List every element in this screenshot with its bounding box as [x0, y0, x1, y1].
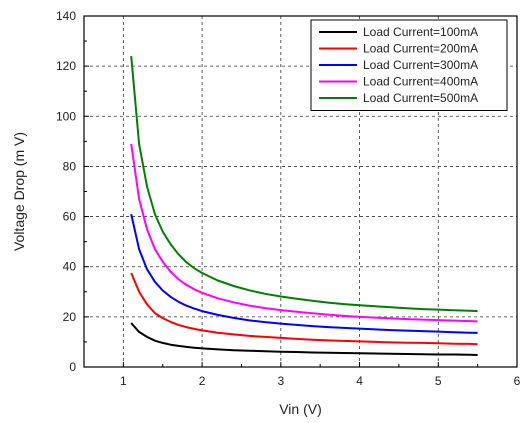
x-tick-label: 2: [199, 374, 206, 388]
legend-label: Load Current=100mA: [363, 25, 478, 39]
series-line-2: [130, 272, 478, 346]
series-line-1: [130, 322, 478, 356]
series-line-4: [130, 143, 478, 323]
y-tick-label: 80: [63, 159, 77, 173]
legend-label: Load Current=400mA: [363, 75, 478, 89]
x-tick-label: 4: [356, 374, 363, 388]
x-axis-title: Vin (V): [279, 401, 322, 417]
y-tick-label: 120: [56, 59, 76, 73]
x-tick-label: 6: [514, 374, 521, 388]
y-tick-label: 100: [56, 109, 76, 123]
x-tick-label: 3: [277, 374, 284, 388]
y-tick-label: 0: [69, 360, 76, 374]
series-line-5: [130, 56, 478, 313]
legend-label: Load Current=300mA: [363, 58, 478, 72]
legend-label: Load Current=200mA: [363, 42, 478, 56]
x-tick-label: 5: [435, 374, 442, 388]
y-tick-label: 60: [63, 210, 77, 224]
y-axis-title: Voltage Drop (m V): [11, 132, 27, 251]
series-lines: [130, 56, 478, 356]
legend: Load Current=100mA Load Current=200mA Load…: [310, 19, 508, 111]
y-tick-label: 40: [63, 260, 77, 274]
series-line-3: [130, 213, 478, 334]
x-tick-label: 1: [120, 374, 127, 388]
y-tick-label: 140: [56, 9, 76, 23]
legend-label: Load Current=500mA: [363, 91, 478, 105]
y-tick-label: 20: [63, 310, 77, 324]
axis-ticks: 0 20 40 60 80 100 120 140 1 2 3 4 5 6: [56, 9, 521, 388]
